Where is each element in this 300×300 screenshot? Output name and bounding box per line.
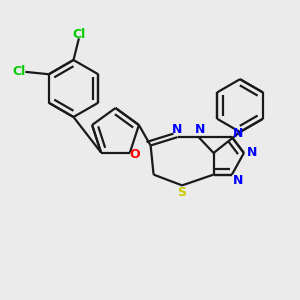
Text: N: N	[233, 127, 244, 140]
Text: N: N	[195, 123, 205, 136]
Text: S: S	[177, 185, 186, 199]
Text: N: N	[233, 173, 244, 187]
Text: Cl: Cl	[13, 65, 26, 78]
Text: O: O	[129, 148, 140, 161]
Text: Cl: Cl	[73, 28, 86, 41]
Text: N: N	[172, 123, 182, 136]
Text: N: N	[247, 146, 257, 160]
